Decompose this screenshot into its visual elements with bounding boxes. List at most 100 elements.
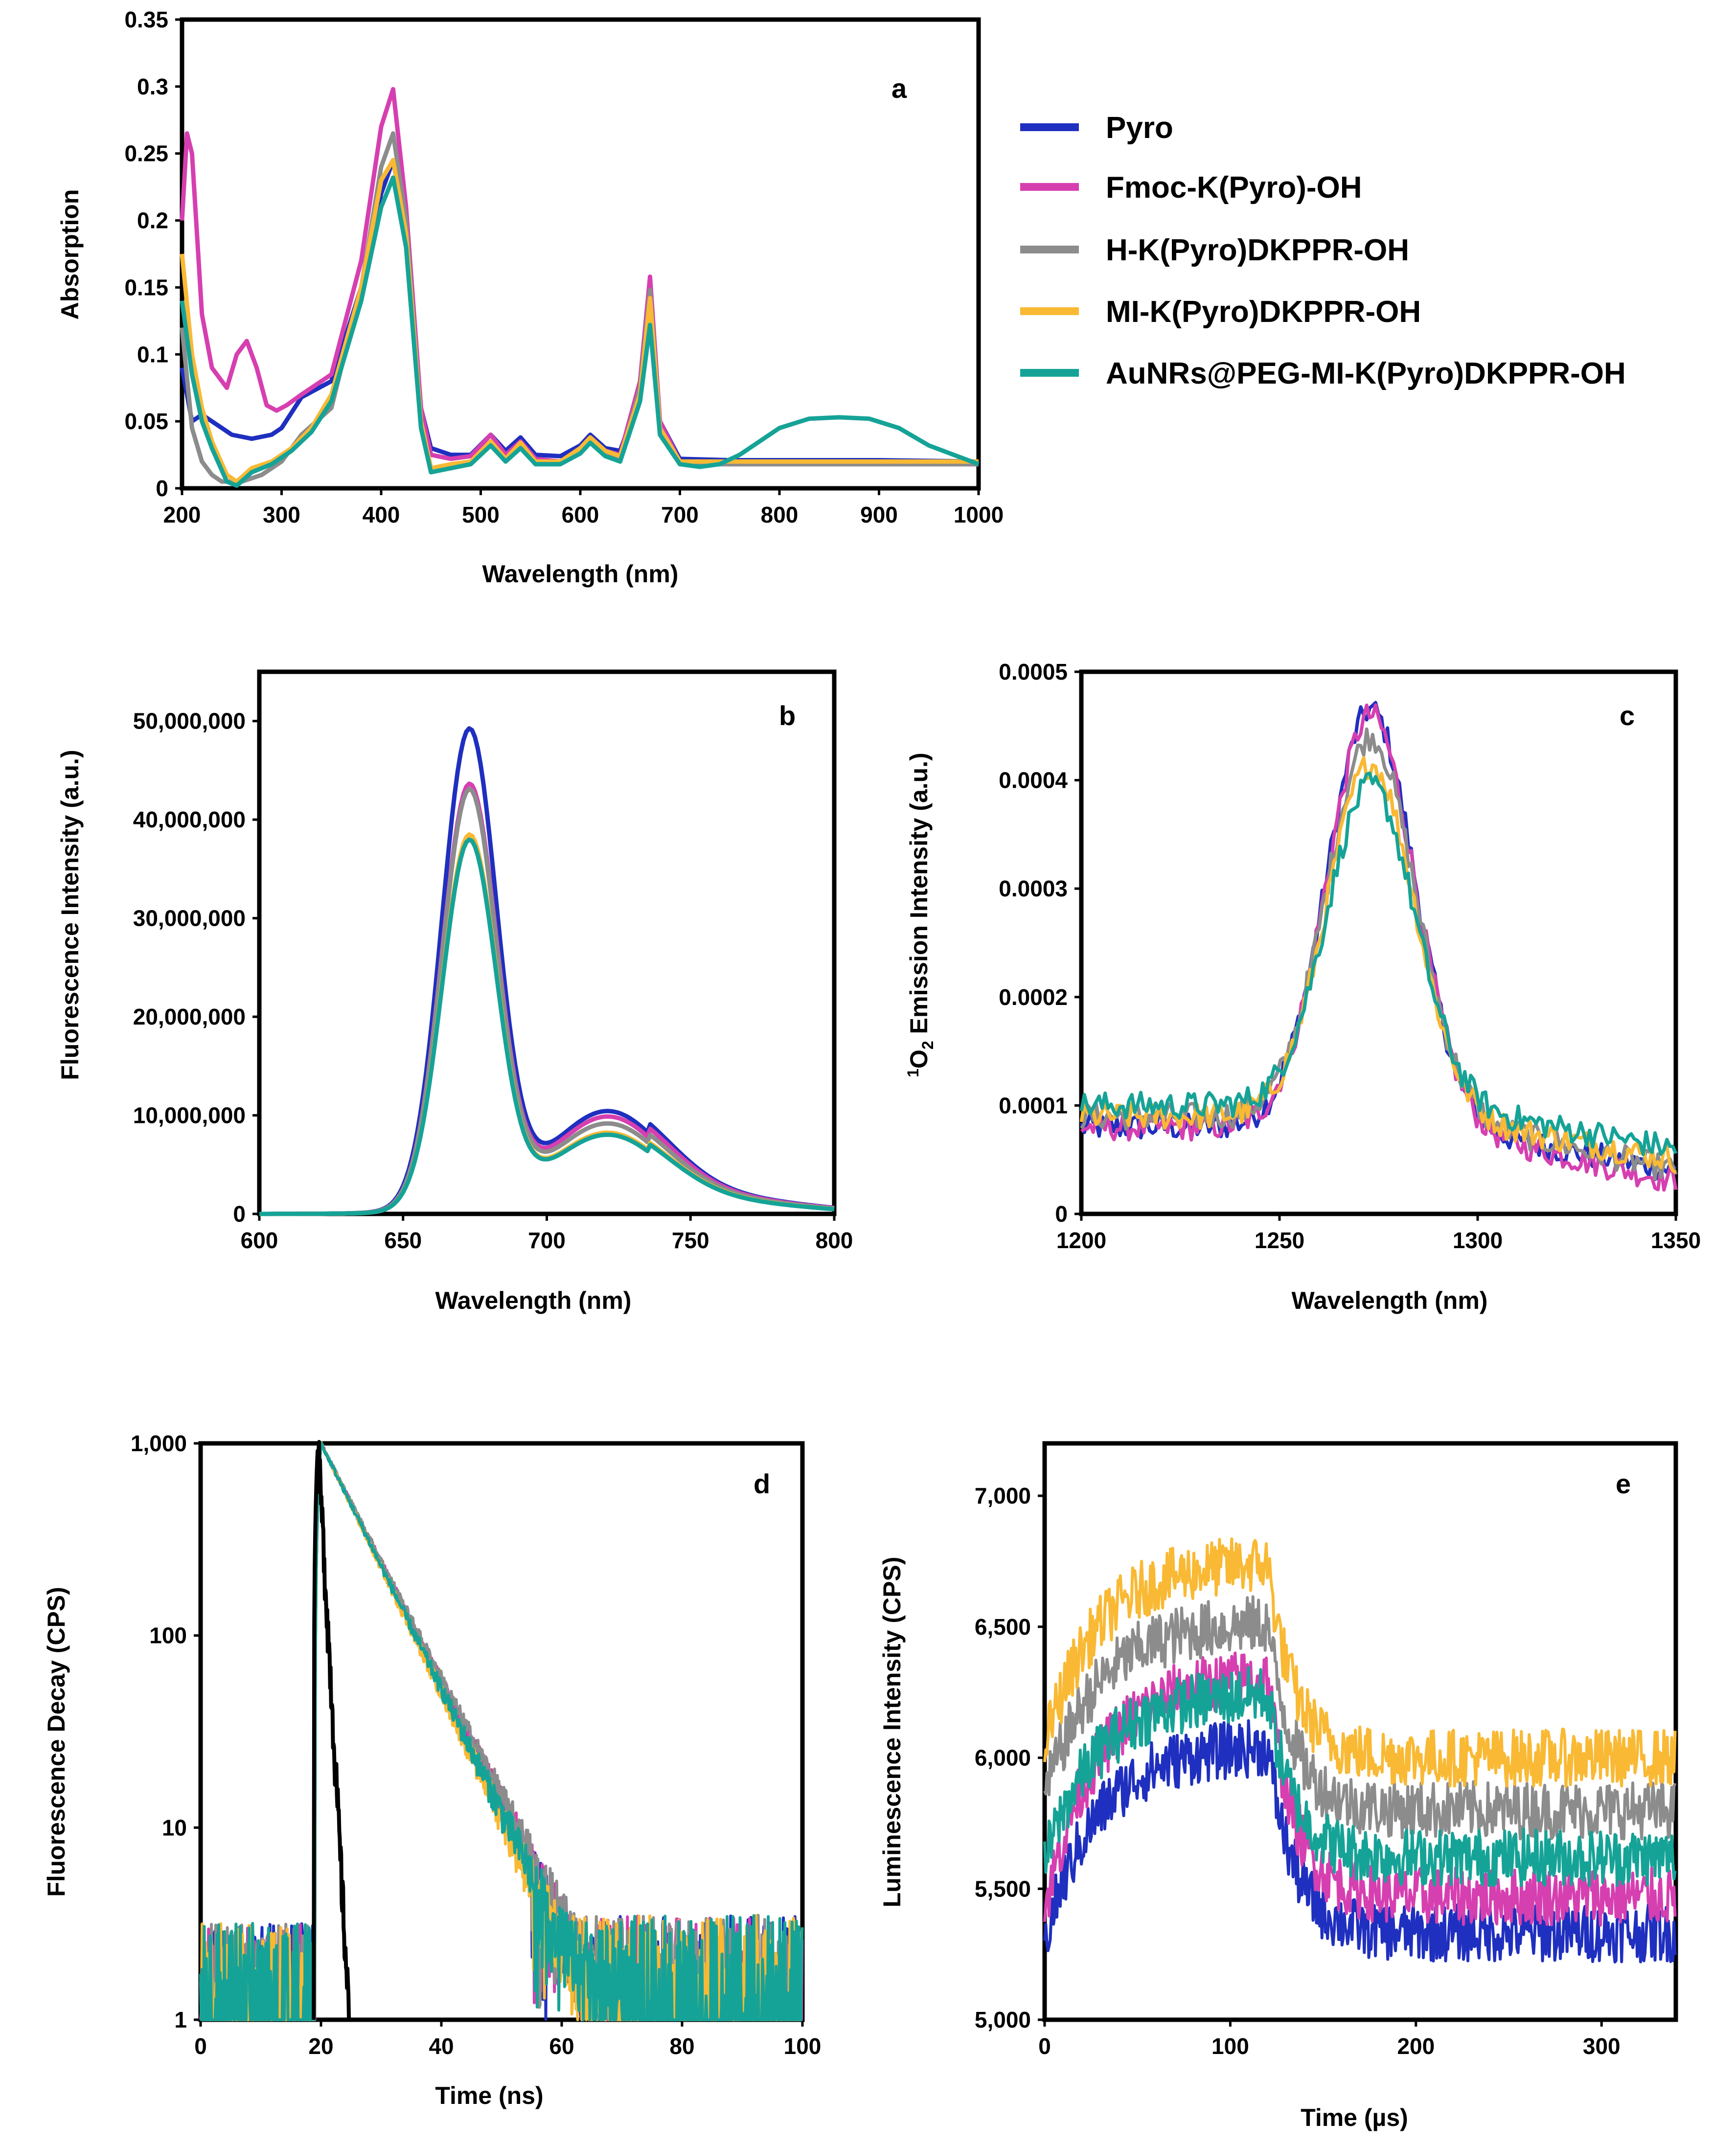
panel-e-ticks: 0 100 200 300 5,000 5,500 6,000 6,500 7,000 — [975, 1483, 1621, 2059]
y-tick-label: 100 — [149, 1623, 187, 1648]
x-tick-label: 60 — [549, 2033, 574, 2059]
y-tick-label: 30,000,000 — [133, 906, 246, 931]
panel-c-ticks: 1200 1250 1300 1350 0 0.0001 0.0002 0.0003 0.000… — [999, 659, 1701, 1253]
panel-c-series — [1079, 701, 1678, 1192]
x-tick-label: 0 — [1038, 2033, 1051, 2059]
x-tick-label: 700 — [661, 502, 699, 527]
panel-a: 200 300 400 500 600 700 800 900 1000 0 0.05 0.1 0.15… — [56, 7, 1004, 588]
panel-c: 1200 1250 1300 1350 0 0.0001 0.0002 0.0003 0.000… — [904, 659, 1701, 1314]
y-tick-label: 7,000 — [975, 1483, 1031, 1508]
panel-d: 0 20 40 60 80 100 1 10 100 1,000 d Time (ns) Fluo… — [43, 1431, 821, 2109]
x-tick-label: 1250 — [1255, 1228, 1304, 1253]
y-tick-label: 0.0001 — [999, 1093, 1068, 1118]
y-tick-label: 40,000,000 — [133, 807, 246, 832]
panel-d-series — [199, 1440, 804, 2022]
y-tick-label: 0.15 — [124, 274, 168, 300]
series-line-aunrs-peg-mi-k-pyro-dkppr-oh — [259, 837, 835, 1216]
series-line-fmoc-k-pyro-oh — [180, 87, 979, 467]
x-tick-label: 750 — [672, 1228, 709, 1253]
x-tick-label: 200 — [1397, 2033, 1435, 2059]
y-tick-label: 0.0004 — [999, 768, 1068, 793]
panel-c-ylabel-sup: 1 — [904, 1069, 922, 1077]
series-line-mi-k-pyro-dkppr-oh — [1043, 1537, 1677, 1788]
series-line-fmoc-k-pyro-oh — [259, 781, 835, 1216]
y-tick-label: 0.25 — [124, 141, 168, 166]
legend-label-fmoc: Fmoc-K(Pyro)-OH — [1106, 171, 1362, 205]
panel-e-ylabel: Luminescence Intensity (CPS) — [878, 1557, 906, 1908]
y-tick-label: 0.0005 — [999, 659, 1068, 685]
x-tick-label: 1350 — [1651, 1228, 1701, 1253]
y-tick-label: 6,500 — [975, 1614, 1031, 1640]
series-line-h-k-pyro-dkppr-oh — [1043, 1595, 1677, 1841]
panel-b-ticks: 600 650 700 750 800 0 10,000,000 20,000,000 30,0… — [133, 708, 853, 1253]
panel-c-ylabel-rest: Emission Intensity (a.u.) — [905, 753, 933, 1041]
panel-a-ticks: 200 300 400 500 600 700 800 900 1000 0 0.05 0.1 0.15… — [124, 7, 1004, 527]
y-tick-label: 6,000 — [975, 1745, 1031, 1771]
panel-b-series — [259, 726, 835, 1216]
x-tick-label: 650 — [384, 1228, 422, 1253]
series-line-mi-k-pyro-dkppr-oh — [259, 832, 835, 1216]
y-tick-label: 0 — [1055, 1201, 1068, 1227]
panel-a-xlabel: Wavelength (nm) — [482, 560, 679, 588]
series-line-fmoc-k-pyro-oh — [1080, 703, 1678, 1192]
y-tick-label: 0.3 — [137, 74, 168, 99]
series-line-h-k-pyro-dkppr-oh — [180, 131, 979, 484]
panel-b-label: b — [779, 700, 796, 731]
x-tick-label: 300 — [1583, 2033, 1621, 2059]
y-tick-label: 0.05 — [124, 409, 168, 434]
y-tick-label: 0.35 — [124, 7, 168, 32]
series-line-h-k-pyro-dkppr-oh — [1080, 727, 1678, 1181]
series-line-mi-k-pyro-dkppr-oh — [180, 158, 979, 484]
y-tick-label: 50,000,000 — [133, 708, 246, 734]
panel-d-xlabel: Time (ns) — [435, 2082, 543, 2109]
legend-label-aunrs: AuNRs@PEG-MI-K(Pyro)DKPPR-OH — [1106, 357, 1626, 390]
series-line-aunrs-peg-mi-k-pyro-dkppr-oh — [1043, 1666, 1677, 1887]
panel-e: 0 100 200 300 5,000 5,500 6,000 6,500 7,000 e Ti… — [878, 1441, 1678, 2131]
panel-d-frame — [198, 1441, 805, 2022]
y-tick-label: 10,000,000 — [133, 1103, 246, 1128]
y-tick-label: 0 — [156, 476, 168, 501]
x-tick-label: 600 — [562, 502, 599, 527]
panel-a-label: a — [891, 73, 907, 104]
panel-d-ylabel: Fluorescence Decay (CPS) — [43, 1587, 70, 1897]
series-line-pyro — [1043, 1719, 1677, 1963]
x-tick-label: 700 — [528, 1228, 566, 1253]
x-tick-label: 100 — [784, 2033, 822, 2059]
x-tick-label: 80 — [669, 2033, 694, 2059]
panel-b-ylabel: Fluorescence Intensity (a.u.) — [56, 750, 84, 1080]
y-tick-label: 5,500 — [975, 1876, 1031, 1901]
panel-e-label: e — [1616, 1468, 1631, 1499]
y-tick-label: 20,000,000 — [133, 1004, 246, 1029]
y-tick-label: 1,000 — [131, 1431, 187, 1456]
legend-label-pyro: Pyro — [1106, 111, 1173, 145]
y-tick-label: 10 — [162, 1815, 187, 1840]
x-tick-label: 0 — [194, 2033, 207, 2059]
x-tick-label: 200 — [163, 502, 201, 527]
x-tick-label: 600 — [241, 1228, 278, 1253]
x-tick-label: 800 — [761, 502, 799, 527]
panel-d-ticks: 0 20 40 60 80 100 1 10 100 1,000 — [131, 1431, 822, 2059]
legend-label-mi: MI-K(Pyro)DKPPR-OH — [1106, 295, 1421, 329]
y-tick-label: 0.2 — [137, 208, 168, 233]
panel-b-xlabel: Wavelength (nm) — [435, 1287, 632, 1314]
panel-c-xlabel: Wavelength (nm) — [1292, 1287, 1488, 1314]
y-tick-label: 0 — [233, 1201, 246, 1227]
x-tick-label: 1300 — [1453, 1228, 1503, 1253]
x-tick-label: 40 — [429, 2033, 454, 2059]
x-tick-label: 20 — [308, 2033, 333, 2059]
panel-a-ylabel: Absorption — [56, 189, 84, 320]
series-line-aunrs-peg-mi-k-pyro-dkppr-oh — [1079, 771, 1678, 1156]
panel-c-ylabel-main: O — [905, 1050, 933, 1069]
x-tick-label: 800 — [816, 1228, 853, 1253]
x-tick-label: 100 — [1211, 2033, 1249, 2059]
panel-d-label: d — [754, 1468, 770, 1499]
panel-e-xlabel: Time (µs) — [1301, 2104, 1408, 2131]
y-tick-label: 0.1 — [137, 342, 168, 367]
panel-b: 600 650 700 750 800 0 10,000,000 20,000,000 30,0… — [56, 669, 853, 1314]
panel-b-frame — [257, 669, 837, 1216]
series-line-aunrs-peg-mi-k-pyro-dkppr-oh — [180, 175, 980, 488]
series-line-aunrs-peg-mi-k-pyro-dkppr-oh — [199, 1441, 804, 2021]
y-tick-label: 0.0003 — [999, 876, 1068, 901]
panel-c-ylabel: 1O2 Emission Intensity (a.u.) — [904, 753, 937, 1077]
